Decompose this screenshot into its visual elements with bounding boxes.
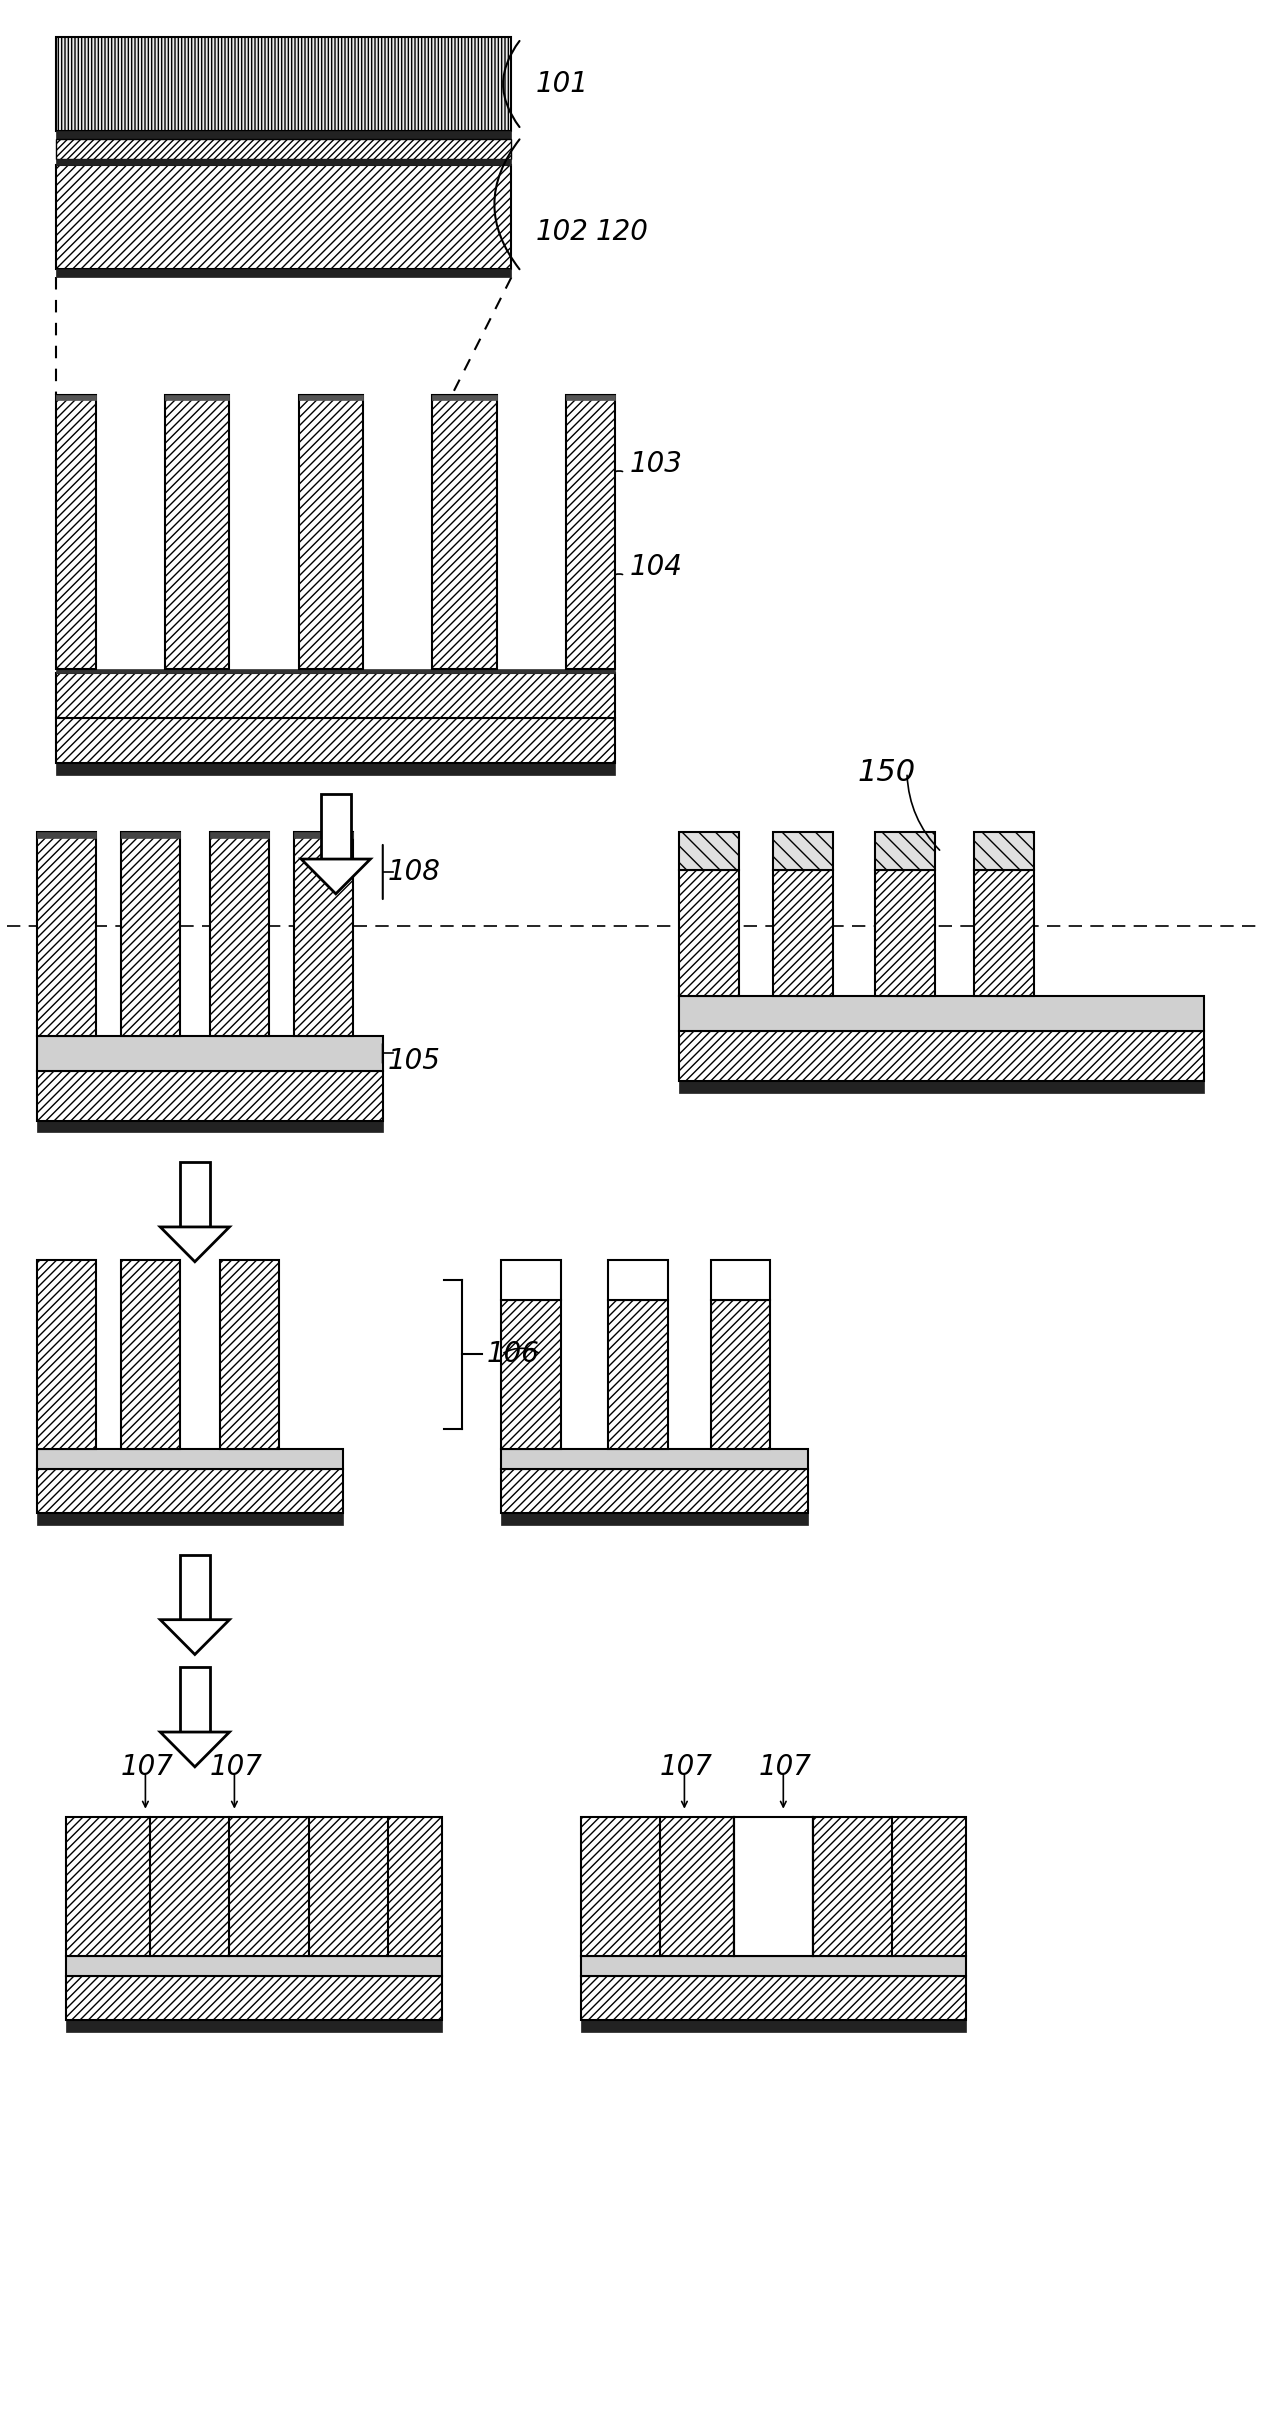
Bar bbox=[581, 1976, 966, 2019]
Bar bbox=[37, 832, 96, 839]
Bar bbox=[165, 394, 230, 669]
Bar bbox=[711, 1299, 770, 1448]
Bar bbox=[37, 1122, 383, 1131]
Bar bbox=[37, 832, 96, 1036]
Bar bbox=[501, 1513, 808, 1525]
Bar bbox=[121, 832, 181, 839]
Bar bbox=[609, 1299, 668, 1448]
Bar bbox=[299, 394, 362, 399]
Bar bbox=[974, 832, 1033, 871]
Bar bbox=[875, 871, 935, 995]
Text: 107: 107 bbox=[659, 1752, 712, 1781]
Polygon shape bbox=[160, 1732, 230, 1766]
Bar bbox=[37, 1513, 344, 1525]
Bar bbox=[37, 1036, 383, 1071]
Bar bbox=[66, 1956, 442, 1976]
Bar bbox=[432, 394, 496, 669]
Bar bbox=[321, 796, 351, 859]
Bar bbox=[66, 1817, 442, 1956]
Bar bbox=[679, 1032, 1204, 1080]
Bar bbox=[679, 995, 1204, 1032]
Bar bbox=[181, 1667, 210, 1732]
Text: 107: 107 bbox=[759, 1752, 811, 1781]
Polygon shape bbox=[160, 1226, 230, 1263]
Bar bbox=[66, 2019, 442, 2032]
Text: 107: 107 bbox=[121, 1752, 173, 1781]
Bar bbox=[773, 871, 832, 995]
Bar bbox=[66, 1976, 442, 2019]
Bar bbox=[37, 1260, 96, 1448]
Bar bbox=[679, 832, 739, 871]
Bar bbox=[57, 674, 615, 718]
Bar bbox=[37, 1071, 383, 1122]
Polygon shape bbox=[160, 1620, 230, 1654]
Text: 105: 105 bbox=[388, 1046, 441, 1075]
Bar bbox=[57, 669, 615, 674]
Text: 107: 107 bbox=[210, 1752, 263, 1781]
Bar bbox=[57, 762, 615, 774]
Bar bbox=[581, 1956, 966, 1976]
Text: 101: 101 bbox=[536, 71, 589, 97]
Bar bbox=[210, 832, 269, 1036]
Polygon shape bbox=[301, 859, 370, 893]
Bar bbox=[121, 1260, 181, 1448]
Bar bbox=[220, 1260, 279, 1448]
Text: 150: 150 bbox=[858, 759, 916, 786]
Text: 103: 103 bbox=[630, 450, 683, 479]
Bar bbox=[57, 270, 512, 277]
Bar bbox=[57, 158, 512, 165]
Bar bbox=[501, 1470, 808, 1513]
Text: 104: 104 bbox=[630, 552, 683, 581]
Bar bbox=[581, 1817, 734, 1956]
Bar bbox=[121, 832, 181, 1036]
Bar bbox=[57, 394, 96, 669]
Bar bbox=[566, 394, 615, 399]
Bar bbox=[813, 1817, 966, 1956]
Bar bbox=[432, 394, 496, 399]
Bar bbox=[679, 871, 739, 995]
Bar bbox=[566, 394, 615, 669]
Bar bbox=[581, 2019, 966, 2032]
Bar bbox=[501, 1299, 561, 1448]
Text: 108: 108 bbox=[388, 859, 441, 886]
Text: 102: 102 bbox=[536, 219, 589, 246]
Bar bbox=[57, 165, 512, 270]
Bar bbox=[609, 1260, 668, 1299]
Bar bbox=[57, 139, 512, 158]
Bar bbox=[57, 718, 615, 762]
Bar bbox=[181, 1163, 210, 1226]
Bar bbox=[210, 832, 269, 839]
Bar bbox=[294, 832, 354, 1036]
Bar bbox=[974, 871, 1033, 995]
Bar bbox=[299, 394, 362, 669]
Bar bbox=[773, 832, 832, 871]
Bar bbox=[57, 131, 512, 139]
Bar bbox=[57, 394, 96, 399]
Bar bbox=[294, 832, 354, 839]
Text: 106: 106 bbox=[486, 1341, 539, 1367]
Bar bbox=[501, 1448, 808, 1470]
Bar bbox=[37, 1470, 344, 1513]
Bar bbox=[875, 832, 935, 871]
Bar bbox=[181, 1555, 210, 1620]
Bar bbox=[37, 1448, 344, 1470]
Bar bbox=[57, 36, 512, 131]
Bar bbox=[679, 1080, 1204, 1092]
Bar bbox=[501, 1260, 561, 1299]
Bar bbox=[711, 1260, 770, 1299]
Bar bbox=[165, 394, 230, 399]
Text: 120: 120 bbox=[595, 219, 648, 246]
Bar bbox=[734, 1817, 813, 1956]
